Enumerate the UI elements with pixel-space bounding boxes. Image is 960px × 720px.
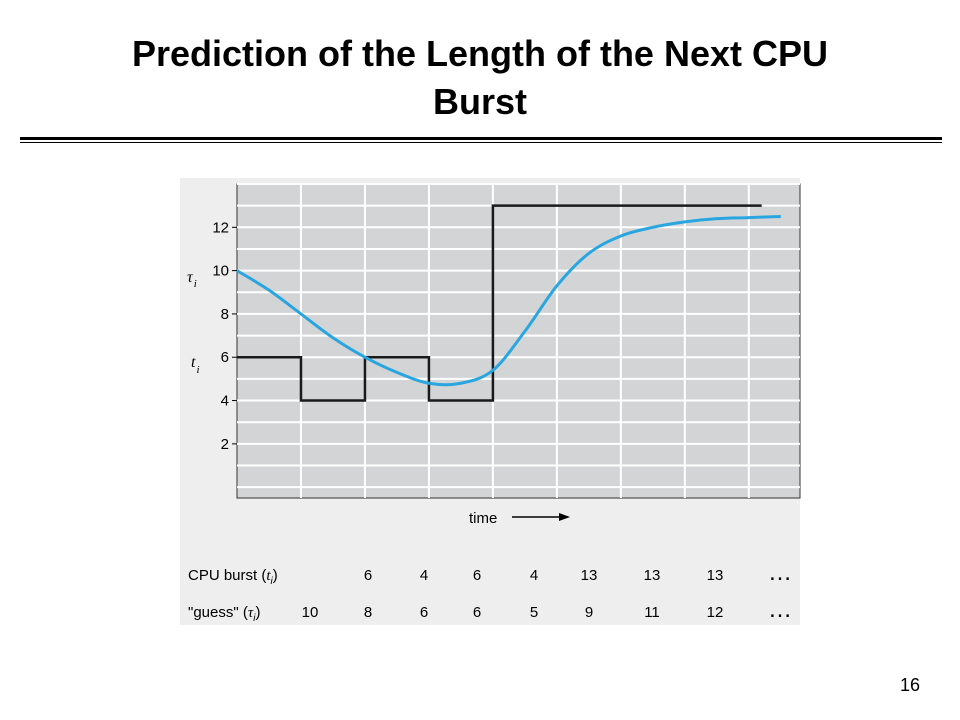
slide-title-line2: Burst [432,81,527,122]
y-tick-label: 8 [221,306,229,323]
y-tick-label: 2 [221,436,229,453]
y-tick-label: 4 [221,393,229,410]
table-cell-guess: 10 [302,604,319,621]
table-cell-guess: 6 [473,604,481,621]
table-cell-cpu-burst: 4 [420,567,428,584]
table-ellipsis-guess: … [768,596,792,623]
y-axis-label-t: ti [191,354,200,376]
table-cell-cpu-burst: 4 [530,567,538,584]
table-ellipsis-cpu-burst: … [768,559,792,586]
y-axis-label-tau: τi [187,269,197,290]
table-cell-guess: 12 [707,604,724,621]
table-cell-cpu-burst: 13 [644,567,661,584]
title-divider [20,137,942,140]
y-tick-label: 10 [212,263,229,280]
table-cell-cpu-burst: 13 [581,567,598,584]
t-symbol: t [191,354,196,371]
series-line-cpu-burst [237,204,762,402]
t-subscript: i [196,364,199,376]
table-cell-guess: 11 [644,604,660,621]
table-cell-guess: 5 [530,604,538,621]
y-axis-ticks: 2 4 6 8 10 12 [212,219,237,453]
tau-symbol: τ [187,269,194,286]
slide-title: Prediction of the Length of the Next CPU… [0,30,960,126]
table-row-label-guess: "guess" (τi) [188,604,260,624]
y-tick-label: 12 [212,219,229,236]
series-layer [236,204,781,402]
table-cell-guess: 6 [420,604,428,621]
slide-number: 16 [899,675,920,695]
series-line-guess [236,214,781,387]
x-axis-arrow [512,513,570,521]
tau-subscript: i [194,278,197,290]
x-axis-label: time [469,510,497,527]
slide-title-line1: Prediction of the Length of the Next CPU [131,33,828,74]
table-cell-cpu-burst: 6 [473,567,481,584]
table-cell-cpu-burst: 6 [364,567,372,584]
table-cell-cpu-burst: 13 [707,567,724,584]
table-cell-guess: 9 [585,604,593,621]
burst-table: CPU burst (ti) 6 4 6 4 13 13 13 … "guess" (τi) 10 8… [188,559,792,624]
table-row-label-cpu-burst: CPU burst (ti) [188,567,278,587]
title-divider-thin [20,142,942,143]
y-tick-label: 6 [221,349,229,366]
table-cell-guess: 8 [364,604,372,621]
